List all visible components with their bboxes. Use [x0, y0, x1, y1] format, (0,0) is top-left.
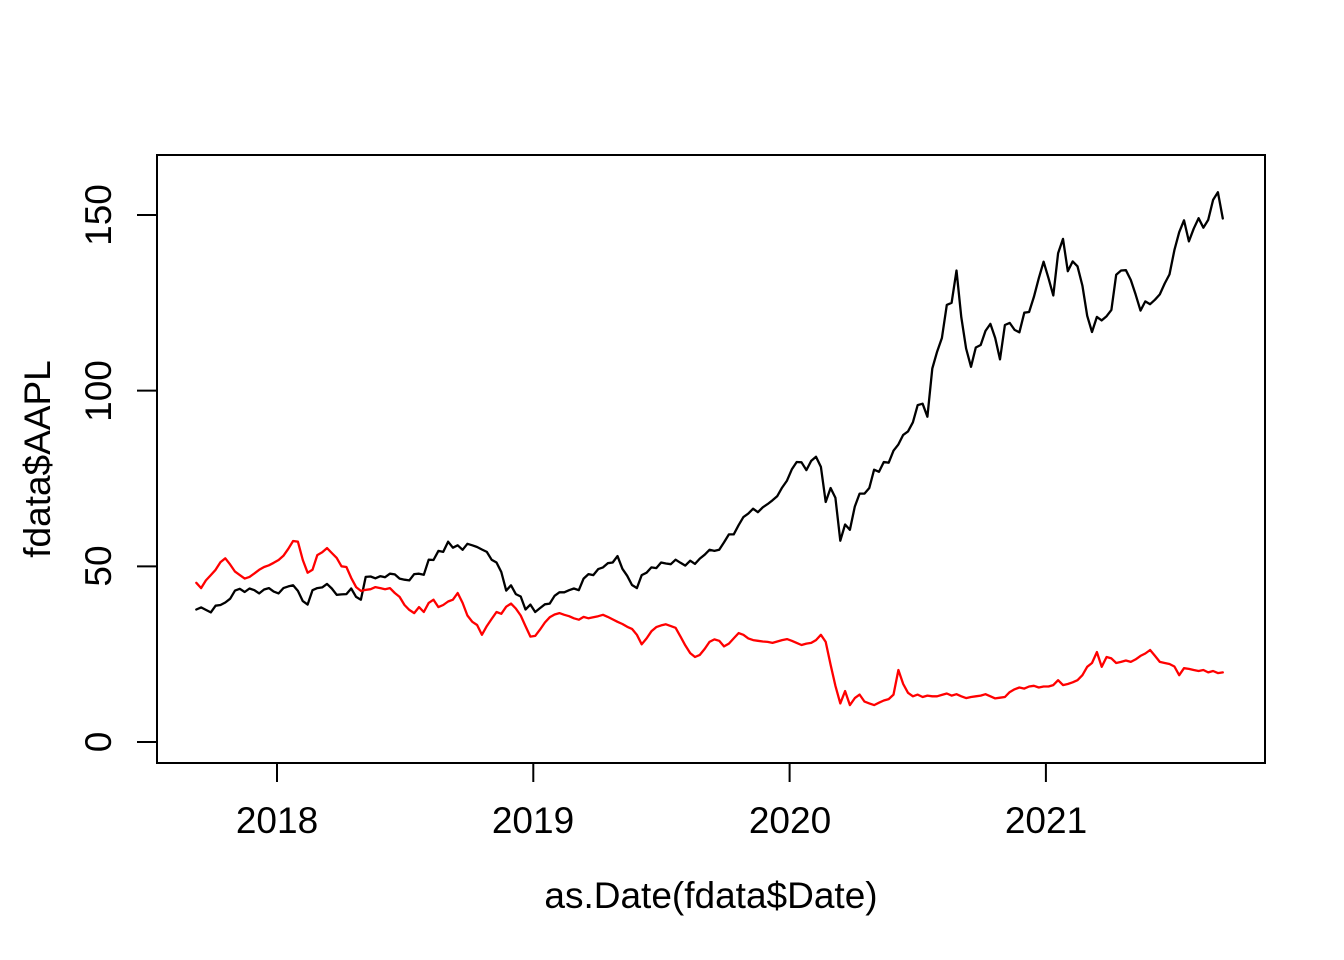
y-tick-label-150: 150 — [78, 184, 119, 246]
series-lines — [195, 191, 1224, 707]
plot-frame — [156, 154, 1266, 764]
black-line — [195, 191, 1224, 614]
x-tick-label-2020: 2020 — [748, 800, 832, 841]
axis-tick-marks — [137, 214, 1047, 782]
y-axis-title: fdata$AAPL — [17, 360, 58, 558]
y-tick-label-100: 100 — [78, 360, 119, 422]
y-tick-label-0: 0 — [78, 731, 119, 753]
x-tick-label-2021: 2021 — [1004, 800, 1088, 841]
red-line — [195, 539, 1224, 707]
y-tick-label-50: 50 — [78, 545, 119, 587]
x-tick-label-2019: 2019 — [491, 800, 575, 841]
x-tick-label-2018: 2018 — [235, 800, 319, 841]
x-axis-title: as.Date(fdata$Date) — [544, 875, 878, 916]
